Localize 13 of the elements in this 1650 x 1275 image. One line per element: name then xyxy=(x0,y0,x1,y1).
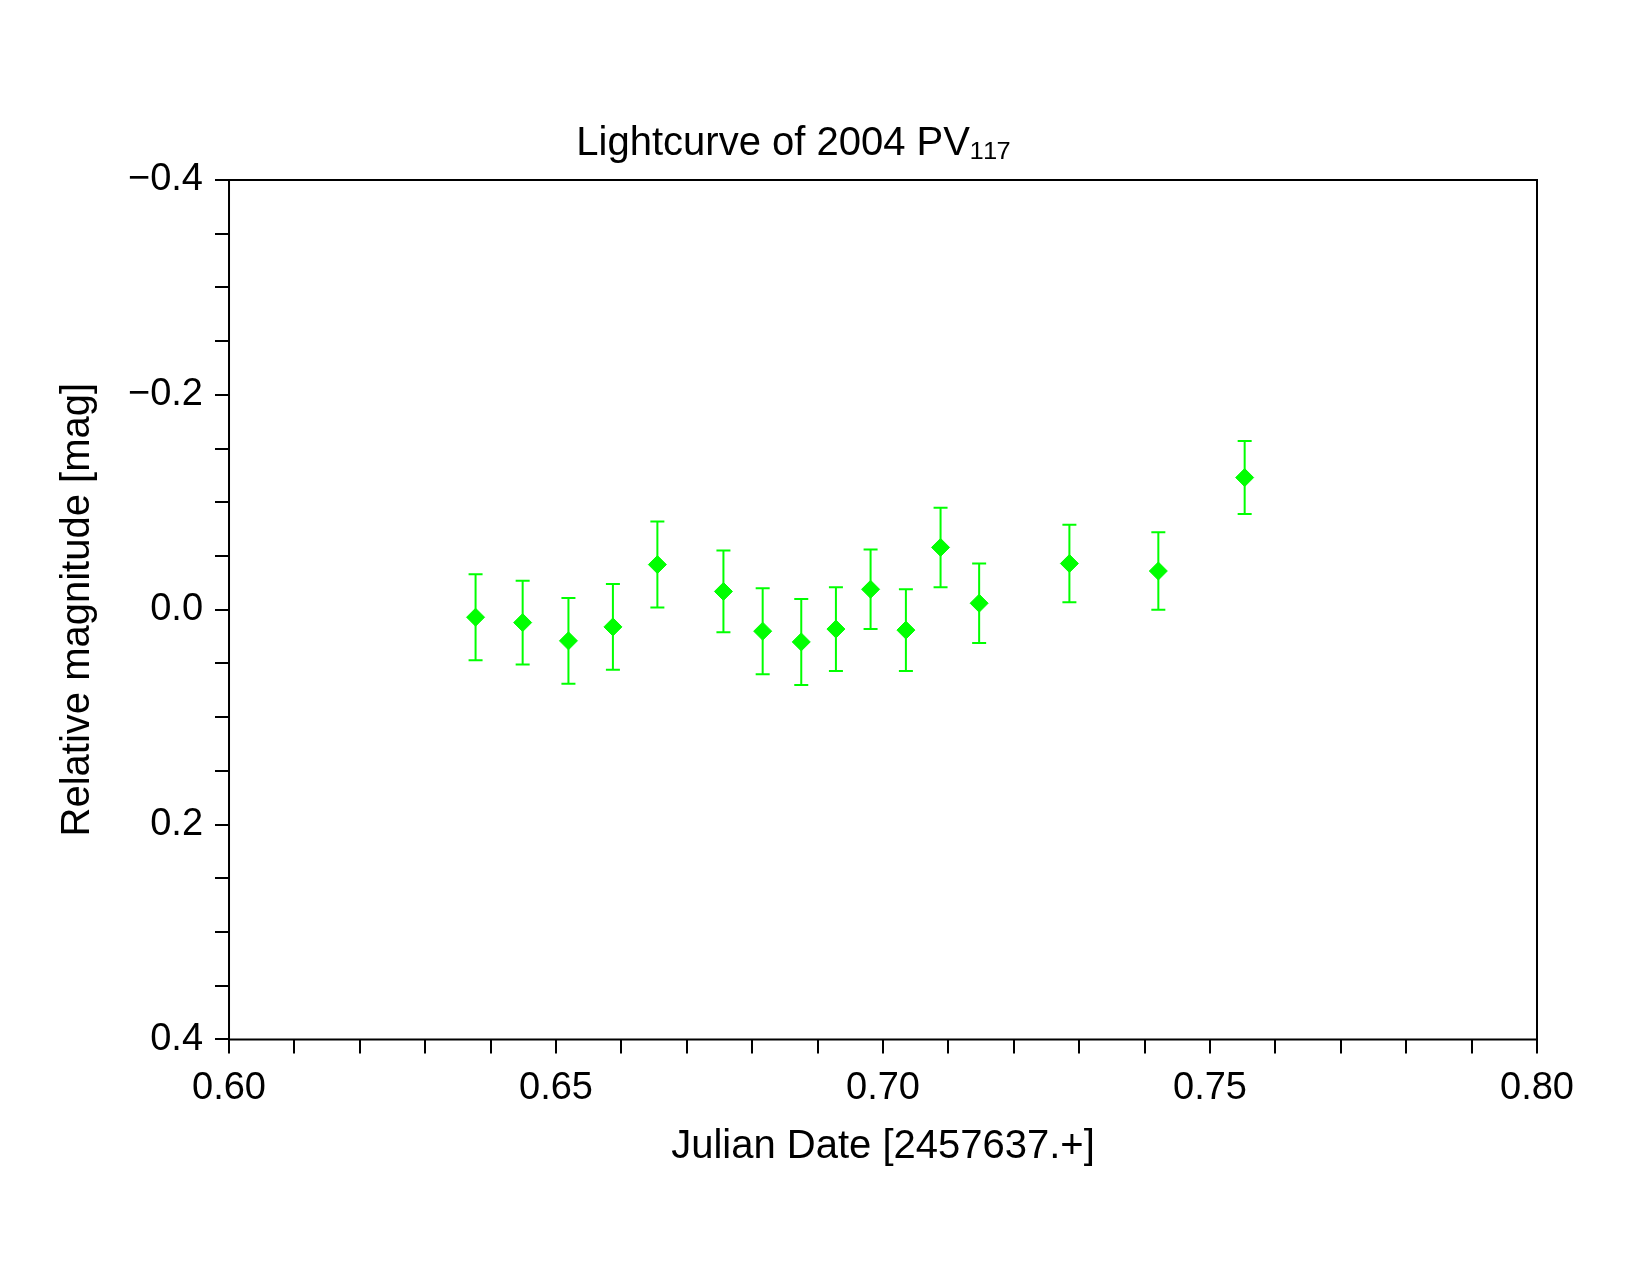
y-tick-label: 0.2 xyxy=(150,801,204,844)
y-tick-label: 0.0 xyxy=(150,586,204,629)
y-tick-label: 0.4 xyxy=(150,1015,204,1058)
x-tick-label: 0.60 xyxy=(192,1064,266,1107)
x-tick-label: 0.80 xyxy=(1500,1064,1574,1107)
chart-title: Lightcurve of 2004 PV₁₁₇ xyxy=(576,119,1011,164)
x-tick-label: 0.70 xyxy=(846,1064,920,1107)
x-axis-title: Julian Date [2457637.+] xyxy=(671,1122,1095,1167)
y-axis-title: Relative magnitude [mag] xyxy=(53,382,98,837)
x-tick-label: 0.65 xyxy=(519,1064,593,1107)
x-tick-label: 0.75 xyxy=(1173,1064,1247,1107)
y-tick-label: −0.2 xyxy=(127,371,204,414)
y-tick-label: −0.4 xyxy=(127,156,204,199)
